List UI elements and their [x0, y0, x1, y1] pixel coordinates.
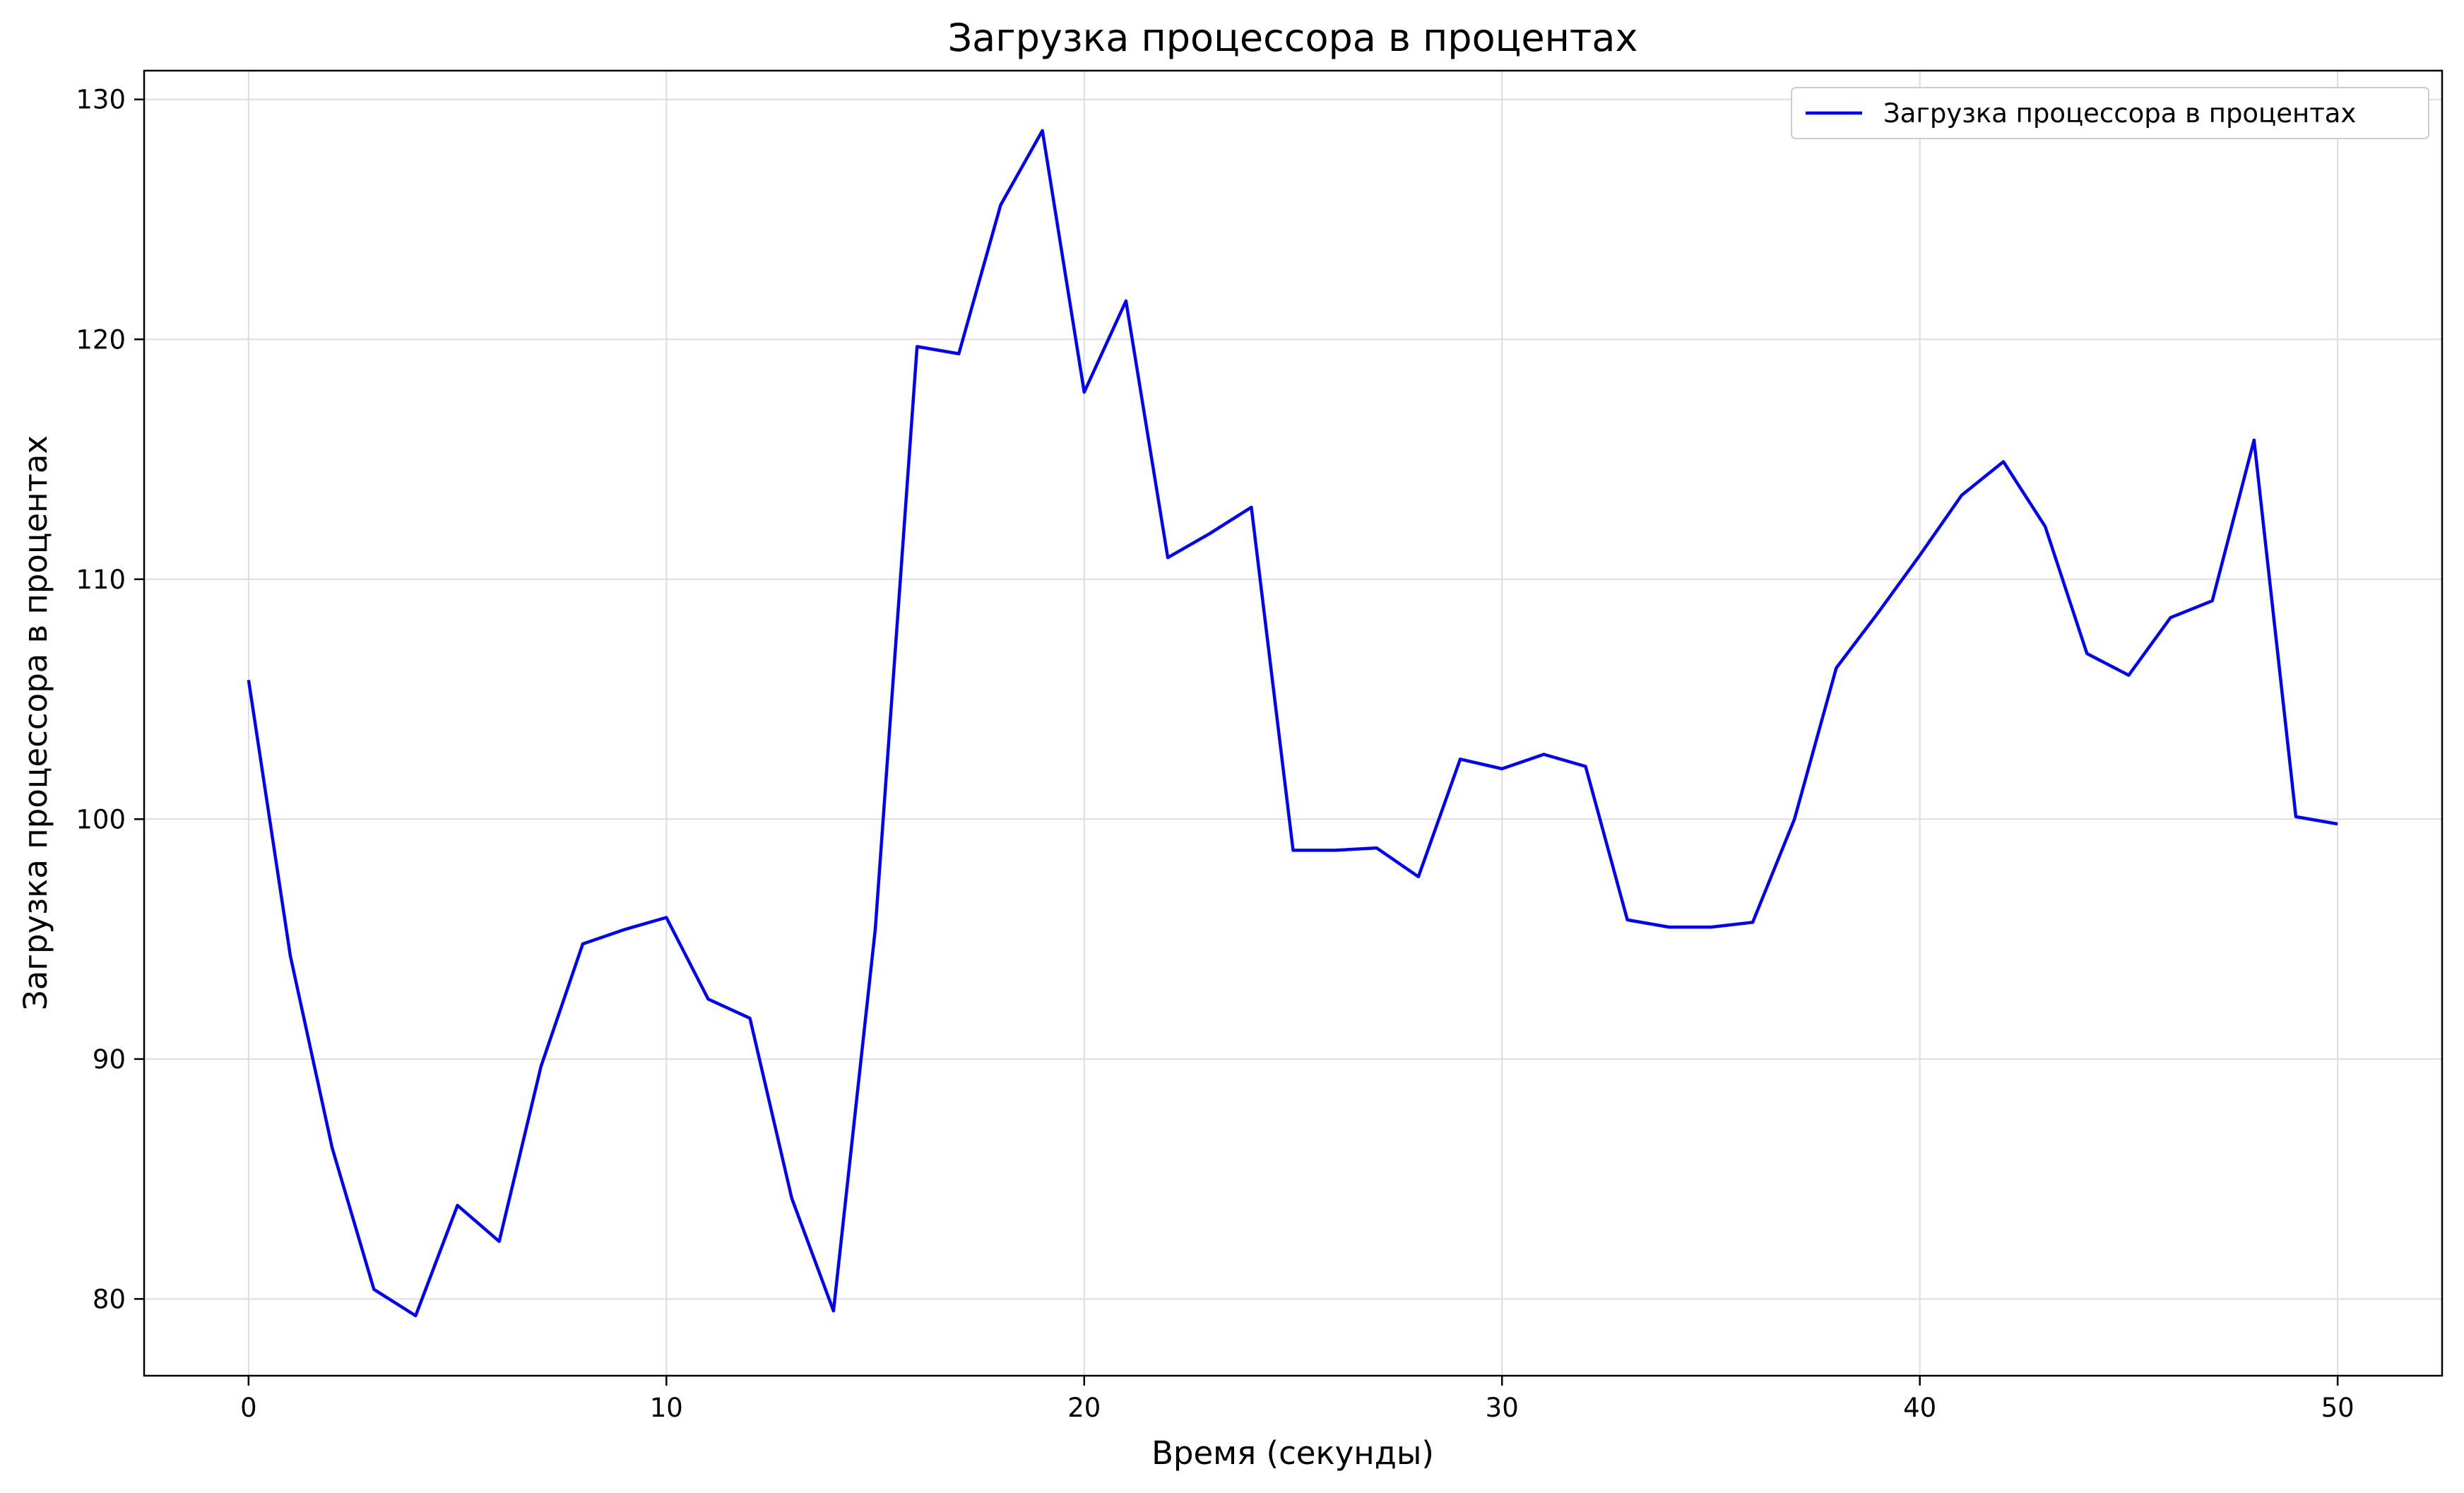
legend-label: Загрузка процессора в процентах: [1883, 98, 2356, 129]
y-tick-label: 100: [76, 804, 126, 834]
x-tick-label: 40: [1903, 1393, 1936, 1423]
x-axis-label: Время (секунды): [1151, 1434, 1434, 1472]
x-tick-label: 30: [1486, 1393, 1519, 1423]
x-tick-label: 10: [650, 1393, 683, 1423]
x-tick-label: 0: [240, 1393, 257, 1423]
grid-lines: [144, 71, 2442, 1376]
y-tick-label: 130: [76, 85, 126, 115]
chart-title: Загрузка процессора в процентах: [948, 16, 1638, 60]
y-tick-label: 120: [76, 324, 126, 355]
series-layer: [247, 129, 2338, 1318]
y-axis-label: Загрузка процессора в процентах: [17, 435, 54, 1010]
legend-box: [1791, 87, 2429, 139]
y-axis-ticks: 80 90 100 110 120 130: [76, 85, 144, 1314]
y-tick-label: 110: [76, 565, 126, 595]
x-axis-ticks: 0 10 20 30 40 50: [240, 1376, 2355, 1423]
legend: Загрузка процессора в процентах: [1791, 87, 2429, 139]
x-tick-label: 20: [1067, 1393, 1101, 1423]
plot-area-frame: [143, 69, 2444, 1377]
series-line: [247, 129, 2338, 1318]
y-tick-label: 90: [93, 1044, 126, 1075]
x-tick-label: 50: [2321, 1393, 2355, 1423]
y-tick-label: 80: [93, 1284, 126, 1314]
